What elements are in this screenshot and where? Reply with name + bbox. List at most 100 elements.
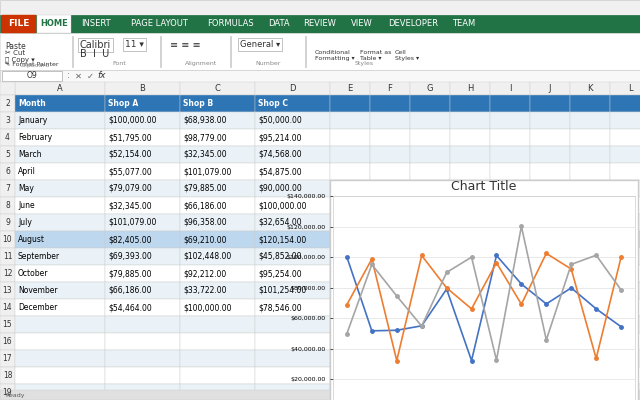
Bar	[610, 231, 640, 248]
Shop A	[368, 328, 376, 333]
Bar	[610, 333, 640, 350]
Bar	[570, 163, 610, 180]
Bar	[450, 180, 490, 197]
Line: Shop C: Shop C	[345, 224, 623, 362]
Bar	[610, 299, 640, 316]
Bar	[0, 146, 15, 163]
Text: $54,464.00: $54,464.00	[108, 303, 152, 312]
Text: $101,079.00: $101,079.00	[183, 167, 232, 176]
Text: Alignment: Alignment	[185, 61, 217, 66]
Text: $33,722.00: $33,722.00	[183, 286, 227, 295]
Bar	[410, 248, 450, 265]
Text: $54,875.00: $54,875.00	[258, 167, 301, 176]
Text: 6: 6	[5, 167, 10, 176]
Bar	[105, 180, 180, 197]
Shop A	[493, 253, 500, 258]
Text: Font: Font	[112, 61, 125, 66]
Bar	[255, 82, 330, 95]
Bar	[490, 129, 530, 146]
Bar	[410, 180, 450, 197]
Shop C	[418, 324, 426, 328]
Bar	[490, 231, 530, 248]
Bar	[530, 146, 570, 163]
Text: ⎘ Copy ▾: ⎘ Copy ▾	[5, 56, 35, 63]
Text: $45,852.00: $45,852.00	[258, 252, 301, 261]
Text: $95,254.00: $95,254.00	[258, 269, 301, 278]
Text: DEVELOPER: DEVELOPER	[388, 20, 438, 28]
Text: O9: O9	[27, 72, 37, 80]
Text: 10: 10	[3, 235, 12, 244]
Text: 17: 17	[3, 354, 12, 363]
Bar	[180, 282, 255, 299]
Bar	[0, 367, 15, 384]
Bar	[180, 231, 255, 248]
Shop A	[343, 255, 351, 260]
Bar	[180, 95, 255, 112]
Shop C	[543, 338, 550, 342]
Bar	[570, 316, 610, 333]
Bar	[410, 112, 450, 129]
Shop C	[393, 294, 401, 298]
Text: 16: 16	[3, 337, 12, 346]
Bar	[570, 82, 610, 95]
Bar	[450, 129, 490, 146]
Bar	[330, 214, 370, 231]
Bar	[530, 299, 570, 316]
Bar	[530, 316, 570, 333]
Bar	[370, 112, 410, 129]
Bar	[570, 129, 610, 146]
Shop A	[418, 324, 426, 328]
Bar	[570, 282, 610, 299]
Text: ✎ Format Painter: ✎ Format Painter	[5, 62, 58, 67]
Text: $32,345.00: $32,345.00	[183, 150, 227, 159]
Text: $69,210.00: $69,210.00	[183, 235, 227, 244]
Text: ✂ Cut: ✂ Cut	[5, 50, 25, 56]
Bar	[255, 299, 330, 316]
Text: K: K	[588, 84, 593, 93]
Bar	[180, 146, 255, 163]
Bar	[410, 299, 450, 316]
Bar	[490, 146, 530, 163]
Bar	[330, 95, 370, 112]
Shop A	[443, 287, 451, 292]
Text: $98,779.00: $98,779.00	[183, 133, 227, 142]
Bar	[450, 350, 490, 367]
Bar	[180, 129, 255, 146]
Bar	[0, 384, 15, 400]
Shop A	[568, 286, 575, 290]
Bar	[330, 197, 370, 214]
Text: Conditional
Formatting ▾: Conditional Formatting ▾	[315, 50, 355, 61]
Text: Shop B: Shop B	[183, 99, 213, 108]
Text: $50,000.00: $50,000.00	[258, 116, 301, 125]
Bar	[530, 265, 570, 282]
Bar	[15, 82, 105, 95]
Bar	[0, 163, 15, 180]
Bar	[370, 231, 410, 248]
Text: 9: 9	[5, 218, 10, 227]
Text: B: B	[140, 84, 145, 93]
Bar	[15, 367, 105, 384]
Text: May: May	[18, 184, 34, 193]
Text: Cell
Styles ▾: Cell Styles ▾	[395, 50, 419, 61]
Bar	[105, 384, 180, 400]
Bar	[370, 248, 410, 265]
Text: $95,214.00: $95,214.00	[258, 133, 301, 142]
Bar	[330, 384, 370, 400]
Text: 4: 4	[5, 133, 10, 142]
Bar	[570, 299, 610, 316]
Bar	[330, 163, 370, 180]
Text: $68,938.00: $68,938.00	[183, 116, 227, 125]
Text: J: J	[548, 84, 551, 93]
Bar	[0, 112, 15, 129]
Bar	[105, 214, 180, 231]
Shop B	[568, 267, 575, 272]
Bar	[530, 350, 570, 367]
Bar	[255, 146, 330, 163]
Bar	[450, 367, 490, 384]
Bar	[450, 333, 490, 350]
Bar	[610, 350, 640, 367]
Text: ✕: ✕	[74, 72, 81, 80]
Text: HOME: HOME	[40, 20, 68, 28]
Bar	[610, 95, 640, 112]
Text: $32,345.00: $32,345.00	[108, 201, 152, 210]
